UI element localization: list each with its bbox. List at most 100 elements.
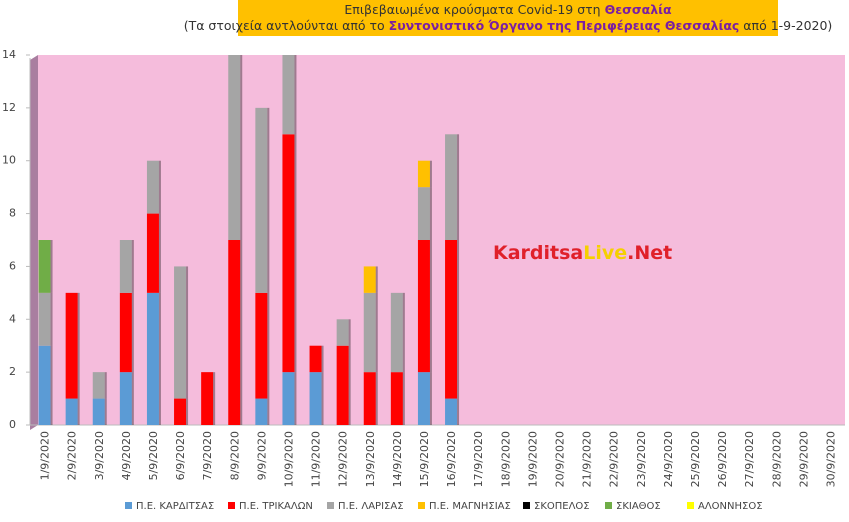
legend-text: ΣΚΙΑΘΟΣ bbox=[616, 501, 661, 512]
bar-side bbox=[429, 187, 432, 240]
bar-side bbox=[158, 213, 161, 293]
legend-text: Π.Ε. ΤΡΙΚΑΛΩΝ bbox=[239, 501, 313, 512]
watermark: KarditsaLive.Net bbox=[493, 242, 672, 264]
bar-segment bbox=[282, 372, 295, 425]
title-part: Επιβεβαιωμένα κρούσματα Covid-19 στη bbox=[344, 2, 604, 17]
y-tick-label: 10 bbox=[2, 154, 16, 167]
x-tick-label: 18/9/2020 bbox=[499, 431, 512, 487]
bar-segment bbox=[92, 372, 105, 399]
x-tick-label: 2/9/2020 bbox=[66, 431, 79, 480]
bar-side bbox=[77, 292, 80, 399]
bar-segment bbox=[228, 55, 241, 240]
title-part: από 1-9-2020) bbox=[739, 18, 832, 33]
bar-side bbox=[104, 398, 107, 425]
bar-side bbox=[104, 372, 107, 399]
y-tick-label: 6 bbox=[9, 259, 16, 272]
bar-segment bbox=[363, 372, 376, 425]
x-tick-label: 15/9/2020 bbox=[418, 431, 431, 487]
bar-segment bbox=[417, 240, 430, 373]
bar-side bbox=[158, 292, 161, 425]
bar-segment bbox=[255, 107, 268, 293]
bar-segment bbox=[38, 345, 51, 425]
bar-segment bbox=[174, 266, 187, 399]
bar-side bbox=[131, 240, 134, 293]
bar-segment bbox=[363, 266, 376, 293]
legend-swatch bbox=[125, 502, 132, 509]
bar-side bbox=[457, 240, 460, 399]
legend-swatch bbox=[605, 502, 612, 509]
bar-side bbox=[348, 319, 351, 346]
x-tick-label: 11/9/2020 bbox=[310, 431, 323, 487]
x-tick-label: 23/9/2020 bbox=[635, 431, 648, 487]
title-part: Συντονιστικό Όργανο της Περιφέρειας Θεσσ… bbox=[389, 18, 740, 33]
x-tick-label: 10/9/2020 bbox=[282, 431, 295, 487]
x-tick-label: 13/9/2020 bbox=[364, 431, 377, 487]
x-tick-label: 16/9/2020 bbox=[445, 431, 458, 487]
legend-swatch bbox=[687, 502, 694, 509]
x-tick-label: 6/9/2020 bbox=[174, 431, 187, 480]
watermark-part: Live bbox=[583, 242, 627, 264]
bar-segment bbox=[417, 160, 430, 188]
legend-text: Π.Ε. ΚΑΡΔΙΤΣΑΣ bbox=[136, 501, 214, 512]
chart-title: Επιβεβαιωμένα κρούσματα Covid-19 στη Θεσ… bbox=[344, 2, 672, 17]
x-tick-label: 7/9/2020 bbox=[201, 431, 214, 480]
bar-segment bbox=[445, 134, 458, 240]
bar-side bbox=[321, 345, 324, 373]
bar-side bbox=[348, 345, 351, 425]
y-tick-label: 12 bbox=[2, 101, 16, 114]
bar-side bbox=[294, 134, 297, 373]
title-part: Θεσσαλία bbox=[605, 2, 672, 17]
bar-segment bbox=[445, 398, 458, 425]
bar-side bbox=[321, 372, 324, 425]
bar-side bbox=[186, 266, 189, 399]
bar-segment bbox=[201, 372, 214, 425]
bar-side bbox=[50, 345, 53, 425]
legend-swatch bbox=[327, 502, 334, 509]
bar-side bbox=[429, 160, 432, 188]
bar-segment bbox=[119, 240, 132, 293]
bar-segment bbox=[92, 398, 105, 425]
x-tick-label: 8/9/2020 bbox=[228, 431, 241, 480]
bar-side bbox=[240, 240, 243, 425]
title-part: (Τα στοιχεία αντλούνται από το bbox=[184, 18, 389, 33]
plot-area bbox=[38, 55, 845, 425]
bar-segment bbox=[336, 319, 349, 346]
bar-segment bbox=[282, 55, 295, 135]
x-tick-label: 17/9/2020 bbox=[472, 431, 485, 487]
bar-segment bbox=[255, 398, 268, 425]
y-tick-label: 0 bbox=[9, 418, 16, 431]
legend-text: Π.Ε. ΜΑΓΝΗΣΙΑΣ bbox=[429, 501, 511, 512]
y-tick-label: 8 bbox=[9, 207, 16, 220]
bar-side bbox=[50, 240, 53, 293]
chart-subtitle: (Τα στοιχεία αντλούνται από το Συντονιστ… bbox=[184, 18, 833, 33]
x-tick-label: 14/9/2020 bbox=[391, 431, 404, 487]
bar-segment bbox=[174, 398, 187, 425]
bar-side bbox=[158, 160, 161, 214]
bar-side bbox=[77, 398, 80, 425]
x-tick-label: 27/9/2020 bbox=[743, 431, 756, 487]
bar-side bbox=[402, 372, 405, 425]
bar-side bbox=[131, 292, 134, 373]
bar-segment bbox=[363, 292, 376, 373]
legend-swatch bbox=[228, 502, 235, 509]
x-tick-label: 26/9/2020 bbox=[716, 431, 729, 487]
x-tick-label: 4/9/2020 bbox=[120, 431, 133, 480]
bar-side bbox=[186, 398, 189, 425]
bar-segment bbox=[282, 134, 295, 373]
bar-side bbox=[50, 292, 53, 346]
bar-side bbox=[457, 398, 460, 425]
title-box bbox=[238, 0, 778, 36]
bar-segment bbox=[390, 292, 403, 373]
bar-side bbox=[375, 266, 378, 293]
x-tick-label: 22/9/2020 bbox=[608, 431, 621, 487]
bar-side bbox=[429, 372, 432, 425]
bar-segment bbox=[65, 398, 78, 425]
bar-side bbox=[375, 292, 378, 373]
bar-side bbox=[131, 372, 134, 425]
x-tick-label: 3/9/2020 bbox=[93, 431, 106, 480]
bar-segment bbox=[390, 372, 403, 425]
x-tick-label: 9/9/2020 bbox=[255, 431, 268, 480]
side-wall bbox=[30, 55, 38, 430]
bar-segment bbox=[417, 372, 430, 425]
